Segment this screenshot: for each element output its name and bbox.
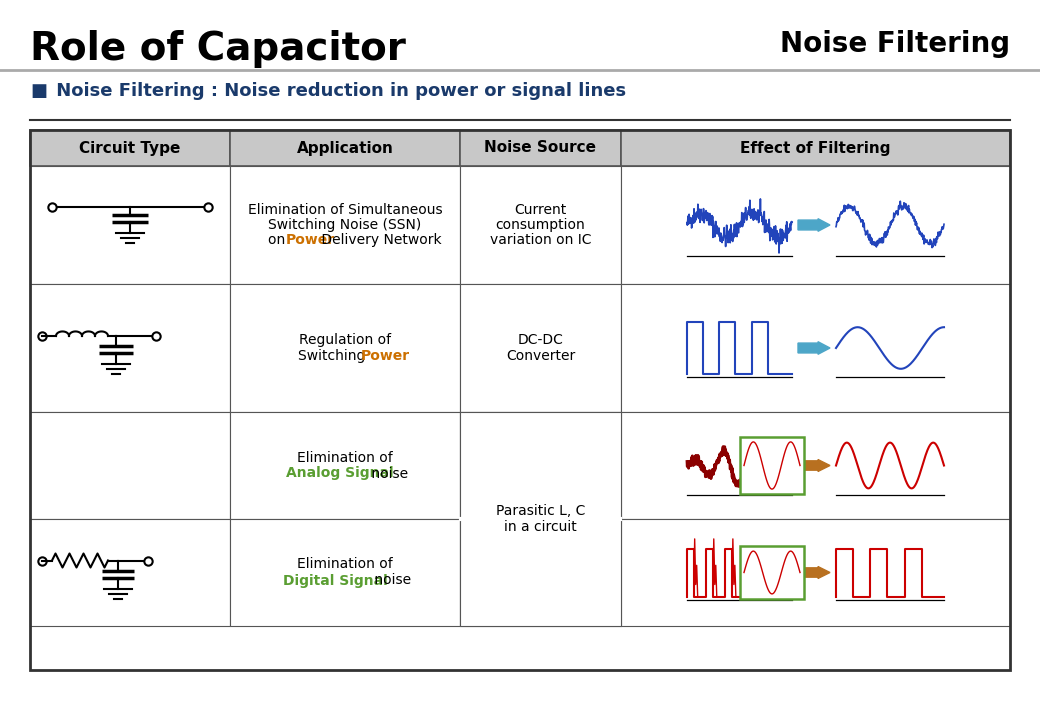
Text: Switching: Switching (298, 349, 370, 363)
Text: Elimination of Simultaneous: Elimination of Simultaneous (248, 203, 442, 217)
Text: Digital Signal: Digital Signal (283, 574, 388, 588)
Bar (30, 166, 230, 284)
Text: in a circuit: in a circuit (504, 520, 577, 534)
Bar (621, 166, 1010, 284)
FancyArrow shape (798, 342, 830, 354)
Text: Parasitic L, C: Parasitic L, C (496, 504, 586, 518)
Text: variation on IC: variation on IC (490, 233, 592, 247)
FancyArrow shape (798, 459, 830, 472)
FancyArrow shape (798, 219, 830, 231)
Text: Delivery Network: Delivery Network (317, 233, 442, 247)
Text: Application: Application (296, 140, 393, 156)
Text: Regulation of: Regulation of (298, 333, 391, 347)
Text: noise: noise (367, 467, 408, 480)
Text: Elimination of: Elimination of (297, 557, 393, 572)
Bar (30, 412, 230, 519)
Text: Role of Capacitor: Role of Capacitor (30, 30, 406, 68)
Bar (460, 412, 621, 626)
Bar (621, 412, 1010, 519)
Text: consumption: consumption (496, 218, 586, 232)
Bar (621, 284, 1010, 412)
Bar (621, 519, 1010, 626)
Bar (230, 519, 460, 626)
Text: Noise Filtering: Noise Filtering (780, 30, 1010, 58)
Bar (30, 130, 1010, 670)
Bar (460, 412, 621, 519)
Text: Current: Current (515, 203, 567, 217)
Text: Effect of Filtering: Effect of Filtering (740, 140, 890, 156)
Bar (30, 130, 230, 166)
Text: Elimination of: Elimination of (297, 451, 393, 464)
Text: Switching Noise (SSN): Switching Noise (SSN) (268, 218, 421, 232)
Bar (740, 437, 804, 494)
Text: Circuit Type: Circuit Type (79, 140, 181, 156)
Bar (230, 284, 460, 412)
Text: Power: Power (361, 349, 410, 363)
Text: Noise Source: Noise Source (485, 140, 597, 156)
Text: on: on (267, 233, 289, 247)
Bar (230, 130, 460, 166)
Text: noise: noise (370, 574, 411, 588)
Text: Converter: Converter (505, 349, 575, 363)
Bar (460, 284, 621, 412)
Bar (740, 546, 804, 599)
Bar (621, 130, 1010, 166)
Bar (230, 166, 460, 284)
Bar (460, 519, 621, 626)
Text: Noise Filtering : Noise reduction in power or signal lines: Noise Filtering : Noise reduction in pow… (50, 82, 626, 100)
Text: Analog Signal: Analog Signal (286, 467, 394, 480)
Text: Power: Power (286, 233, 335, 247)
Text: SAMSUNG: SAMSUNG (204, 366, 836, 474)
FancyArrow shape (798, 567, 830, 578)
Bar (30, 519, 230, 626)
Text: DC-DC: DC-DC (518, 333, 564, 347)
Bar (460, 130, 621, 166)
Bar (230, 412, 460, 519)
Bar (460, 166, 621, 284)
Bar (30, 284, 230, 412)
Text: ■: ■ (30, 82, 47, 100)
